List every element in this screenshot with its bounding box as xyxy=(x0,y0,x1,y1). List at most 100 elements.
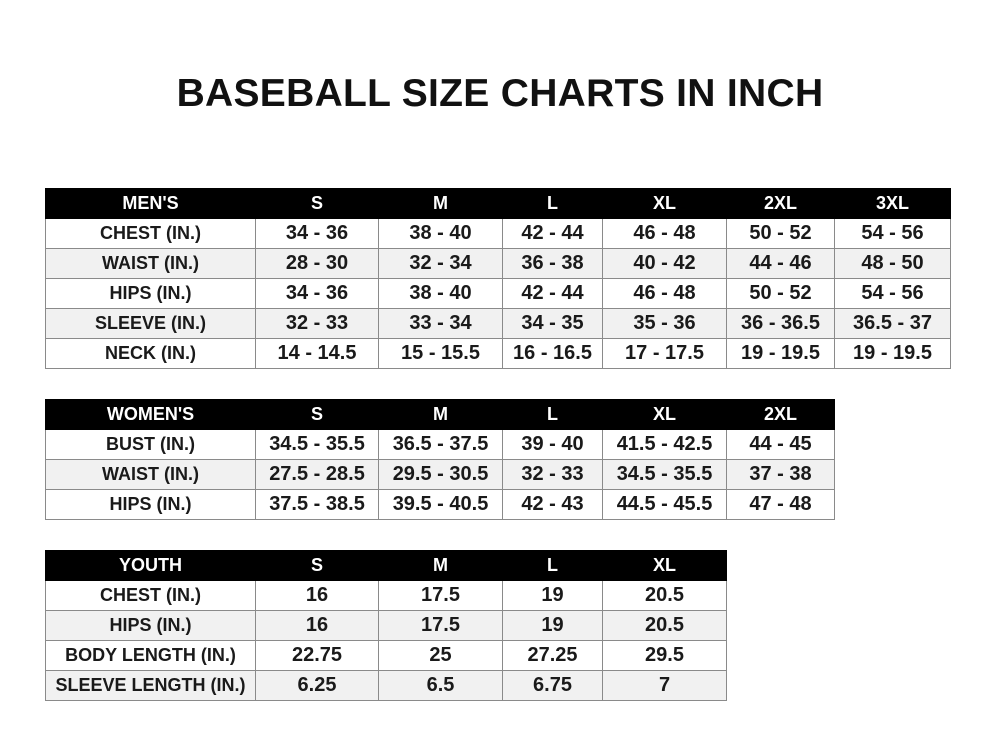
size-value-cell: 44 - 46 xyxy=(726,248,835,279)
size-value-cell: 36 - 38 xyxy=(502,248,603,279)
size-value-cell: 37 - 38 xyxy=(726,459,835,490)
size-column-header: L xyxy=(502,188,603,219)
size-value-cell: 16 - 16.5 xyxy=(502,338,603,369)
size-value-cell: 7 xyxy=(602,670,727,701)
size-value-cell: 48 - 50 xyxy=(834,248,951,279)
table-row: SLEEVE (IN.) 32 - 33 33 - 34 34 - 35 35 - 36… xyxy=(45,308,951,339)
size-value-cell: 22.75 xyxy=(255,640,379,671)
measurement-label: WAIST (IN.) xyxy=(45,459,256,490)
size-value-cell: 39 - 40 xyxy=(502,429,603,460)
size-value-cell: 41.5 - 42.5 xyxy=(602,429,727,460)
size-column-header: 3XL xyxy=(834,188,951,219)
size-value-cell: 42 - 44 xyxy=(502,278,603,309)
size-value-cell: 40 - 42 xyxy=(602,248,727,279)
size-value-cell: 27.5 - 28.5 xyxy=(255,459,379,490)
size-column-header: L xyxy=(502,399,603,430)
size-value-cell: 19 - 19.5 xyxy=(834,338,951,369)
size-value-cell: 34.5 - 35.5 xyxy=(602,459,727,490)
measurement-label: CHEST (IN.) xyxy=(45,218,256,249)
size-column-header: M xyxy=(378,550,503,581)
table-row: WAIST (IN.) 28 - 30 32 - 34 36 - 38 40 - 42 4… xyxy=(45,248,951,279)
size-value-cell: 20.5 xyxy=(602,580,727,611)
measurement-label: BODY LENGTH (IN.) xyxy=(45,640,256,671)
table-row: HIPS (IN.) 16 17.5 19 20.5 xyxy=(45,610,727,641)
size-value-cell: 32 - 33 xyxy=(255,308,379,339)
measurement-label: HIPS (IN.) xyxy=(45,610,256,641)
size-value-cell: 34.5 - 35.5 xyxy=(255,429,379,460)
table-row: CHEST (IN.) 16 17.5 19 20.5 xyxy=(45,580,727,611)
size-column-header: S xyxy=(255,399,379,430)
size-column-header: L xyxy=(502,550,603,581)
size-value-cell: 34 - 36 xyxy=(255,278,379,309)
size-value-cell: 17.5 xyxy=(378,580,503,611)
size-value-cell: 36.5 - 37.5 xyxy=(378,429,503,460)
table-header-row: MEN'S S M L XL 2XL 3XL xyxy=(45,188,951,219)
table-category-header: YOUTH xyxy=(45,550,256,581)
mens-size-table: MEN'S S M L XL 2XL 3XL CHEST (IN.) 34 - 36 38 - 4… xyxy=(45,188,951,369)
size-column-header: S xyxy=(255,550,379,581)
table-header-row: WOMEN'S S M L XL 2XL xyxy=(45,399,835,430)
size-value-cell: 44.5 - 45.5 xyxy=(602,489,727,520)
size-value-cell: 47 - 48 xyxy=(726,489,835,520)
size-value-cell: 29.5 - 30.5 xyxy=(378,459,503,490)
size-value-cell: 29.5 xyxy=(602,640,727,671)
size-value-cell: 15 - 15.5 xyxy=(378,338,503,369)
size-value-cell: 46 - 48 xyxy=(602,218,727,249)
table-row: SLEEVE LENGTH (IN.) 6.25 6.5 6.75 7 xyxy=(45,670,727,701)
size-column-header: XL xyxy=(602,550,727,581)
table-row: HIPS (IN.) 37.5 - 38.5 39.5 - 40.5 42 - 43 4… xyxy=(45,489,835,520)
size-value-cell: 44 - 45 xyxy=(726,429,835,460)
size-value-cell: 42 - 44 xyxy=(502,218,603,249)
size-value-cell: 28 - 30 xyxy=(255,248,379,279)
size-column-header: XL xyxy=(602,399,727,430)
size-value-cell: 38 - 40 xyxy=(378,278,503,309)
table-row: WAIST (IN.) 27.5 - 28.5 29.5 - 30.5 32 - 33… xyxy=(45,459,835,490)
size-value-cell: 34 - 36 xyxy=(255,218,379,249)
measurement-label: WAIST (IN.) xyxy=(45,248,256,279)
size-value-cell: 6.5 xyxy=(378,670,503,701)
size-value-cell: 35 - 36 xyxy=(602,308,727,339)
size-value-cell: 33 - 34 xyxy=(378,308,503,339)
measurement-label: HIPS (IN.) xyxy=(45,489,256,520)
table-row: HIPS (IN.) 34 - 36 38 - 40 42 - 44 46 - 48 50… xyxy=(45,278,951,309)
size-value-cell: 39.5 - 40.5 xyxy=(378,489,503,520)
size-value-cell: 19 xyxy=(502,580,603,611)
size-value-cell: 25 xyxy=(378,640,503,671)
size-column-header: M xyxy=(378,188,503,219)
table-row: BODY LENGTH (IN.) 22.75 25 27.25 29.5 xyxy=(45,640,727,671)
measurement-label: BUST (IN.) xyxy=(45,429,256,460)
size-value-cell: 6.75 xyxy=(502,670,603,701)
measurement-label: SLEEVE (IN.) xyxy=(45,308,256,339)
size-column-header: 2XL xyxy=(726,188,835,219)
size-value-cell: 32 - 34 xyxy=(378,248,503,279)
size-column-header: 2XL xyxy=(726,399,835,430)
size-value-cell: 50 - 52 xyxy=(726,278,835,309)
size-value-cell: 46 - 48 xyxy=(602,278,727,309)
size-value-cell: 36.5 - 37 xyxy=(834,308,951,339)
size-column-header: M xyxy=(378,399,503,430)
size-value-cell: 42 - 43 xyxy=(502,489,603,520)
size-value-cell: 38 - 40 xyxy=(378,218,503,249)
size-value-cell: 27.25 xyxy=(502,640,603,671)
size-value-cell: 50 - 52 xyxy=(726,218,835,249)
size-value-cell: 17 - 17.5 xyxy=(602,338,727,369)
measurement-label: NECK (IN.) xyxy=(45,338,256,369)
size-value-cell: 19 xyxy=(502,610,603,641)
womens-size-table: WOMEN'S S M L XL 2XL BUST (IN.) 34.5 - 35.5 36.5… xyxy=(45,399,835,520)
size-value-cell: 6.25 xyxy=(255,670,379,701)
size-value-cell: 17.5 xyxy=(378,610,503,641)
size-value-cell: 19 - 19.5 xyxy=(726,338,835,369)
table-row: BUST (IN.) 34.5 - 35.5 36.5 - 37.5 39 - 40 4… xyxy=(45,429,835,460)
measurement-label: CHEST (IN.) xyxy=(45,580,256,611)
table-category-header: MEN'S xyxy=(45,188,256,219)
page-title: BASEBALL SIZE CHARTS IN INCH xyxy=(176,72,824,115)
size-value-cell: 36 - 36.5 xyxy=(726,308,835,339)
size-value-cell: 16 xyxy=(255,580,379,611)
size-value-cell: 20.5 xyxy=(602,610,727,641)
table-header-row: YOUTH S M L XL xyxy=(45,550,727,581)
measurement-label: SLEEVE LENGTH (IN.) xyxy=(45,670,256,701)
size-value-cell: 37.5 - 38.5 xyxy=(255,489,379,520)
size-value-cell: 16 xyxy=(255,610,379,641)
size-value-cell: 54 - 56 xyxy=(834,278,951,309)
size-column-header: S xyxy=(255,188,379,219)
